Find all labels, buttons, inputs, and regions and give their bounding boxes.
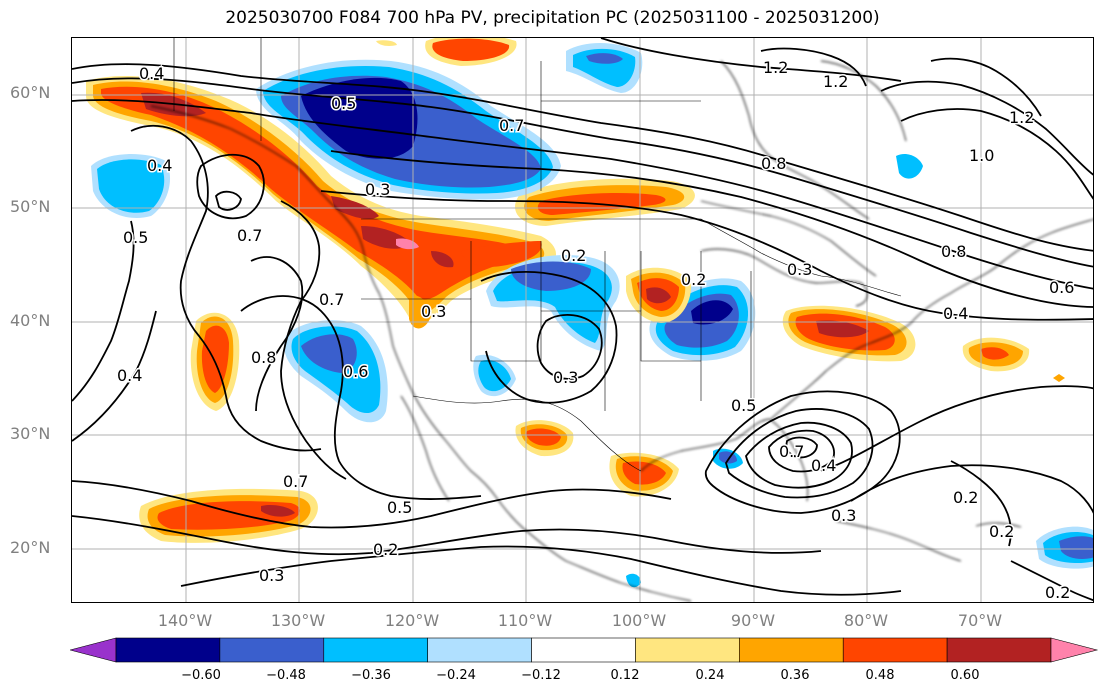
contour-label: 0.2: [561, 246, 586, 265]
contour-label: 0.7: [319, 290, 344, 309]
contour-labels: 0.4 0.5 0.7 0.8 1.2 1.2 1.2 1.0 0.8 0.7 …: [116, 57, 1076, 603]
map-canvas: 0.4 0.5 0.7 0.8 1.2 1.2 1.2 1.0 0.8 0.7 …: [72, 38, 1093, 603]
colorbar-tick: −0.48: [266, 668, 306, 683]
lat-label-20n: 20°N: [10, 538, 51, 557]
positive-anomaly-north: [376, 38, 517, 66]
contour-label: 0.2: [373, 540, 398, 559]
map-panel: 0.4 0.5 0.7 0.8 1.2 1.2 1.2 1.0 0.8 0.7 …: [71, 37, 1094, 603]
lon-label-100w: 100°W: [611, 611, 667, 630]
lon-label-90w: 90°W: [730, 611, 776, 630]
contour-label: 0.8: [761, 154, 786, 173]
contour-label: 0.2: [989, 522, 1014, 541]
precip-shading: [86, 38, 1093, 588]
contour-label: 1.2: [1009, 108, 1034, 127]
colorbar-tick: 0.36: [780, 668, 810, 683]
lat-label-60n: 60°N: [10, 83, 51, 102]
colorbar-cell: [323, 637, 428, 663]
contour-label: 0.4: [943, 304, 968, 323]
contour-label: 0.4: [117, 366, 142, 385]
contour-label: 0.2: [953, 488, 978, 507]
lat-label-30n: 30°N: [10, 424, 51, 443]
contour-label: 1.2: [823, 72, 848, 91]
contour-label: 1.2: [763, 58, 788, 77]
colorbar-tick: −0.24: [436, 668, 476, 683]
negative-anomaly-pacific-west: [91, 154, 171, 219]
contour-label: 0.3: [553, 368, 578, 387]
contour-label: 0.5: [331, 94, 356, 113]
contour-label: 0.7: [283, 472, 308, 491]
colorbar-tick: 0.60: [950, 668, 980, 683]
lon-label-130w: 130°W: [270, 611, 326, 630]
lon-label-110w: 110°W: [497, 611, 553, 630]
contour-label: 0.7: [499, 116, 524, 135]
figure-title: 2025030700 F084 700 hPa PV, precipitatio…: [225, 8, 880, 28]
positive-anomaly-nw-coast: [86, 76, 556, 325]
lon-label-70w: 70°W: [957, 611, 1003, 630]
contour-label: 0.3: [259, 566, 284, 585]
colorbar-cell: [635, 637, 740, 663]
lat-label-40n: 40°N: [10, 311, 51, 330]
contour-label: 0.5: [123, 228, 148, 247]
contour-label: 0.6: [1049, 278, 1074, 297]
contour-label: 0.8: [941, 242, 966, 261]
colorbar-cell: [946, 637, 1052, 663]
contour-label: 0.2: [681, 270, 706, 289]
colorbar-cell: [219, 637, 325, 663]
colorbar-cell: [842, 637, 948, 663]
contour-label: 0.4: [811, 456, 836, 475]
contour-label: 0.7: [237, 226, 262, 245]
lon-label-140w: 140°W: [157, 611, 213, 630]
contour-label: 0.5: [387, 498, 412, 517]
colorbar-cell: [531, 637, 636, 663]
colorbar-tick: −0.60: [181, 668, 221, 683]
contour-label: 1.0: [969, 146, 994, 165]
colorbar-cells: [70, 637, 1099, 663]
contour-label: 0.7: [779, 442, 804, 461]
colorbar-tick: 0.24: [695, 668, 725, 683]
colorbar-tick: −0.36: [351, 668, 391, 683]
negative-anomaly-hudson: [566, 42, 923, 179]
colorbar-cell: [739, 637, 844, 663]
lat-lon-grid: [72, 38, 1093, 602]
negative-anomaly-california: [284, 320, 516, 423]
contour-label: 0.6: [343, 362, 368, 381]
pv-contours: [72, 38, 1093, 602]
lon-label-120w: 120°W: [384, 611, 440, 630]
colorbar-cell: [427, 637, 532, 663]
colorbar-tick: 0.12: [610, 668, 640, 683]
negative-anomaly-great-basin: [486, 255, 620, 351]
colorbar-extend-min: [70, 637, 117, 663]
coastlines: [150, 60, 1093, 602]
contour-label: 0.2: [1045, 583, 1070, 602]
contour-label: 0.3: [831, 506, 856, 525]
colorbar-cell: [115, 637, 221, 663]
colorbar-tick: −0.12: [521, 668, 561, 683]
contour-label: 0.5: [731, 396, 756, 415]
contour-label: 0.3: [365, 180, 390, 199]
colorbar: [70, 637, 1099, 663]
colorbar-tick: 0.48: [865, 668, 895, 683]
lon-label-80w: 80°W: [843, 611, 889, 630]
contour-label: 0.3: [421, 302, 446, 321]
colorbar-extend-max: [1050, 637, 1099, 663]
contour-label: 0.4: [139, 64, 164, 83]
contour-label: 0.8: [251, 348, 276, 367]
contour-label: 0.3: [787, 260, 812, 279]
lat-label-50n: 50°N: [10, 197, 51, 216]
contour-label: 0.4: [147, 156, 172, 175]
